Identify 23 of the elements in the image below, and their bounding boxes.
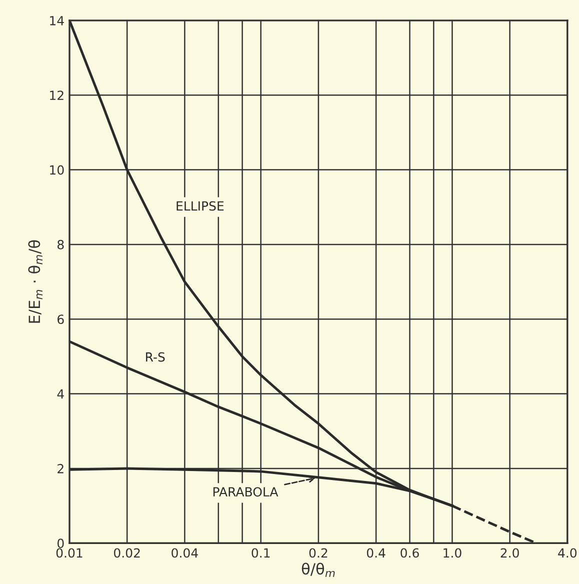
- x-tick-label: 4.0: [558, 548, 577, 558]
- y-tick-label: 4: [57, 389, 64, 399]
- x-tick-label: 0.2: [309, 548, 328, 558]
- series-label: R-S: [146, 352, 165, 362]
- series-label: PARABOLA: [213, 487, 278, 497]
- y-tick-label: 6: [58, 314, 64, 324]
- x-tick-label: 0.1: [252, 548, 270, 558]
- x-tick-label: 1.0: [444, 548, 462, 558]
- x-tick-label: 0.6: [400, 548, 419, 558]
- y-axis-title: E/E$_{m}$ · θ$_{m}$/θ: [28, 240, 42, 323]
- x-tick-label: 0.02: [114, 548, 140, 558]
- y-tick-label: 12: [50, 90, 64, 100]
- x-tick-label: 0.4: [366, 548, 386, 558]
- y-tick-label: 0: [57, 538, 64, 548]
- y-tick-label: 8: [58, 240, 64, 250]
- y-tick-label: 2: [58, 464, 64, 474]
- x-tick-label: 2.0: [500, 548, 519, 558]
- y-tick-label: 10: [50, 165, 64, 175]
- x-tick-label: 0.04: [172, 548, 198, 558]
- x-tick-label: 0.01: [56, 548, 82, 558]
- text: ELLIPSE: [176, 201, 224, 211]
- x-axis-title: θ/θ$_{m}$: [302, 562, 335, 577]
- y-tick-label: 14: [50, 16, 64, 26]
